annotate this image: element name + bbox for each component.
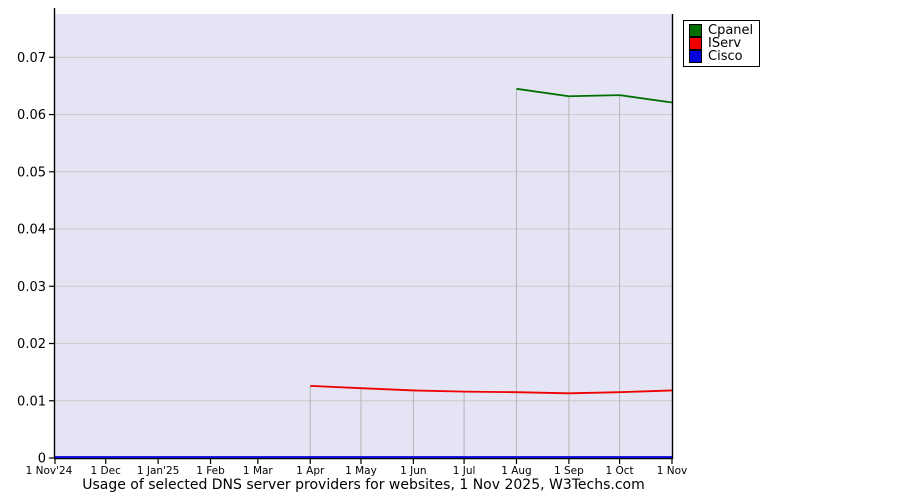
x-tick-label: 1 Jan'25 [137,465,179,477]
legend-item-cpanel: Cpanel [689,24,753,37]
chart-title: Usage of selected DNS server providers f… [82,477,645,493]
legend: Cpanel IServ Cisco [683,20,761,67]
legend-item-iserv: IServ [689,37,753,50]
y-tick-label: 0.07 [17,51,46,66]
series-line-iserv [310,384,673,395]
y-tick-label: 0.06 [17,108,46,123]
x-tick-label: 1 Nov'24 [26,465,73,477]
legend-label-iserv: IServ [708,36,742,51]
y-tick-label: 0.01 [17,394,46,409]
y-tick-label: 0.02 [17,337,46,352]
x-tick-label: 1 Jul [453,465,476,477]
x-tick-label: 1 Dec [91,465,122,477]
y-tick-label: 0.03 [17,280,46,295]
legend-label-cisco: Cisco [708,49,743,64]
x-tick-label: 1 Mar [243,465,274,477]
legend-swatch-cisco [689,50,702,63]
legend-item-cisco: Cisco [689,50,753,63]
legend-label-cpanel: Cpanel [708,23,754,38]
legend-swatch-cpanel [689,24,702,37]
x-tick-label: 1 Oct [606,465,634,477]
plot-background [55,14,672,458]
y-tick-label: 0.04 [17,223,46,238]
legend-swatch-iserv [689,37,702,50]
series-line-cpanel [516,87,673,104]
x-tick-label: 1 Feb [196,465,225,477]
x-tick-label: 1 Apr [296,465,325,477]
y-tick-label: 0 [38,452,46,467]
x-tick-label: 1 Sep [554,465,584,477]
x-tick-label: 1 Nov [657,465,688,477]
x-tick-label: 1 Jun [400,465,426,477]
x-tick-label: 1 May [345,465,377,477]
x-tick-label: 1 Aug [501,465,532,477]
y-tick-label: 0.05 [17,165,46,180]
